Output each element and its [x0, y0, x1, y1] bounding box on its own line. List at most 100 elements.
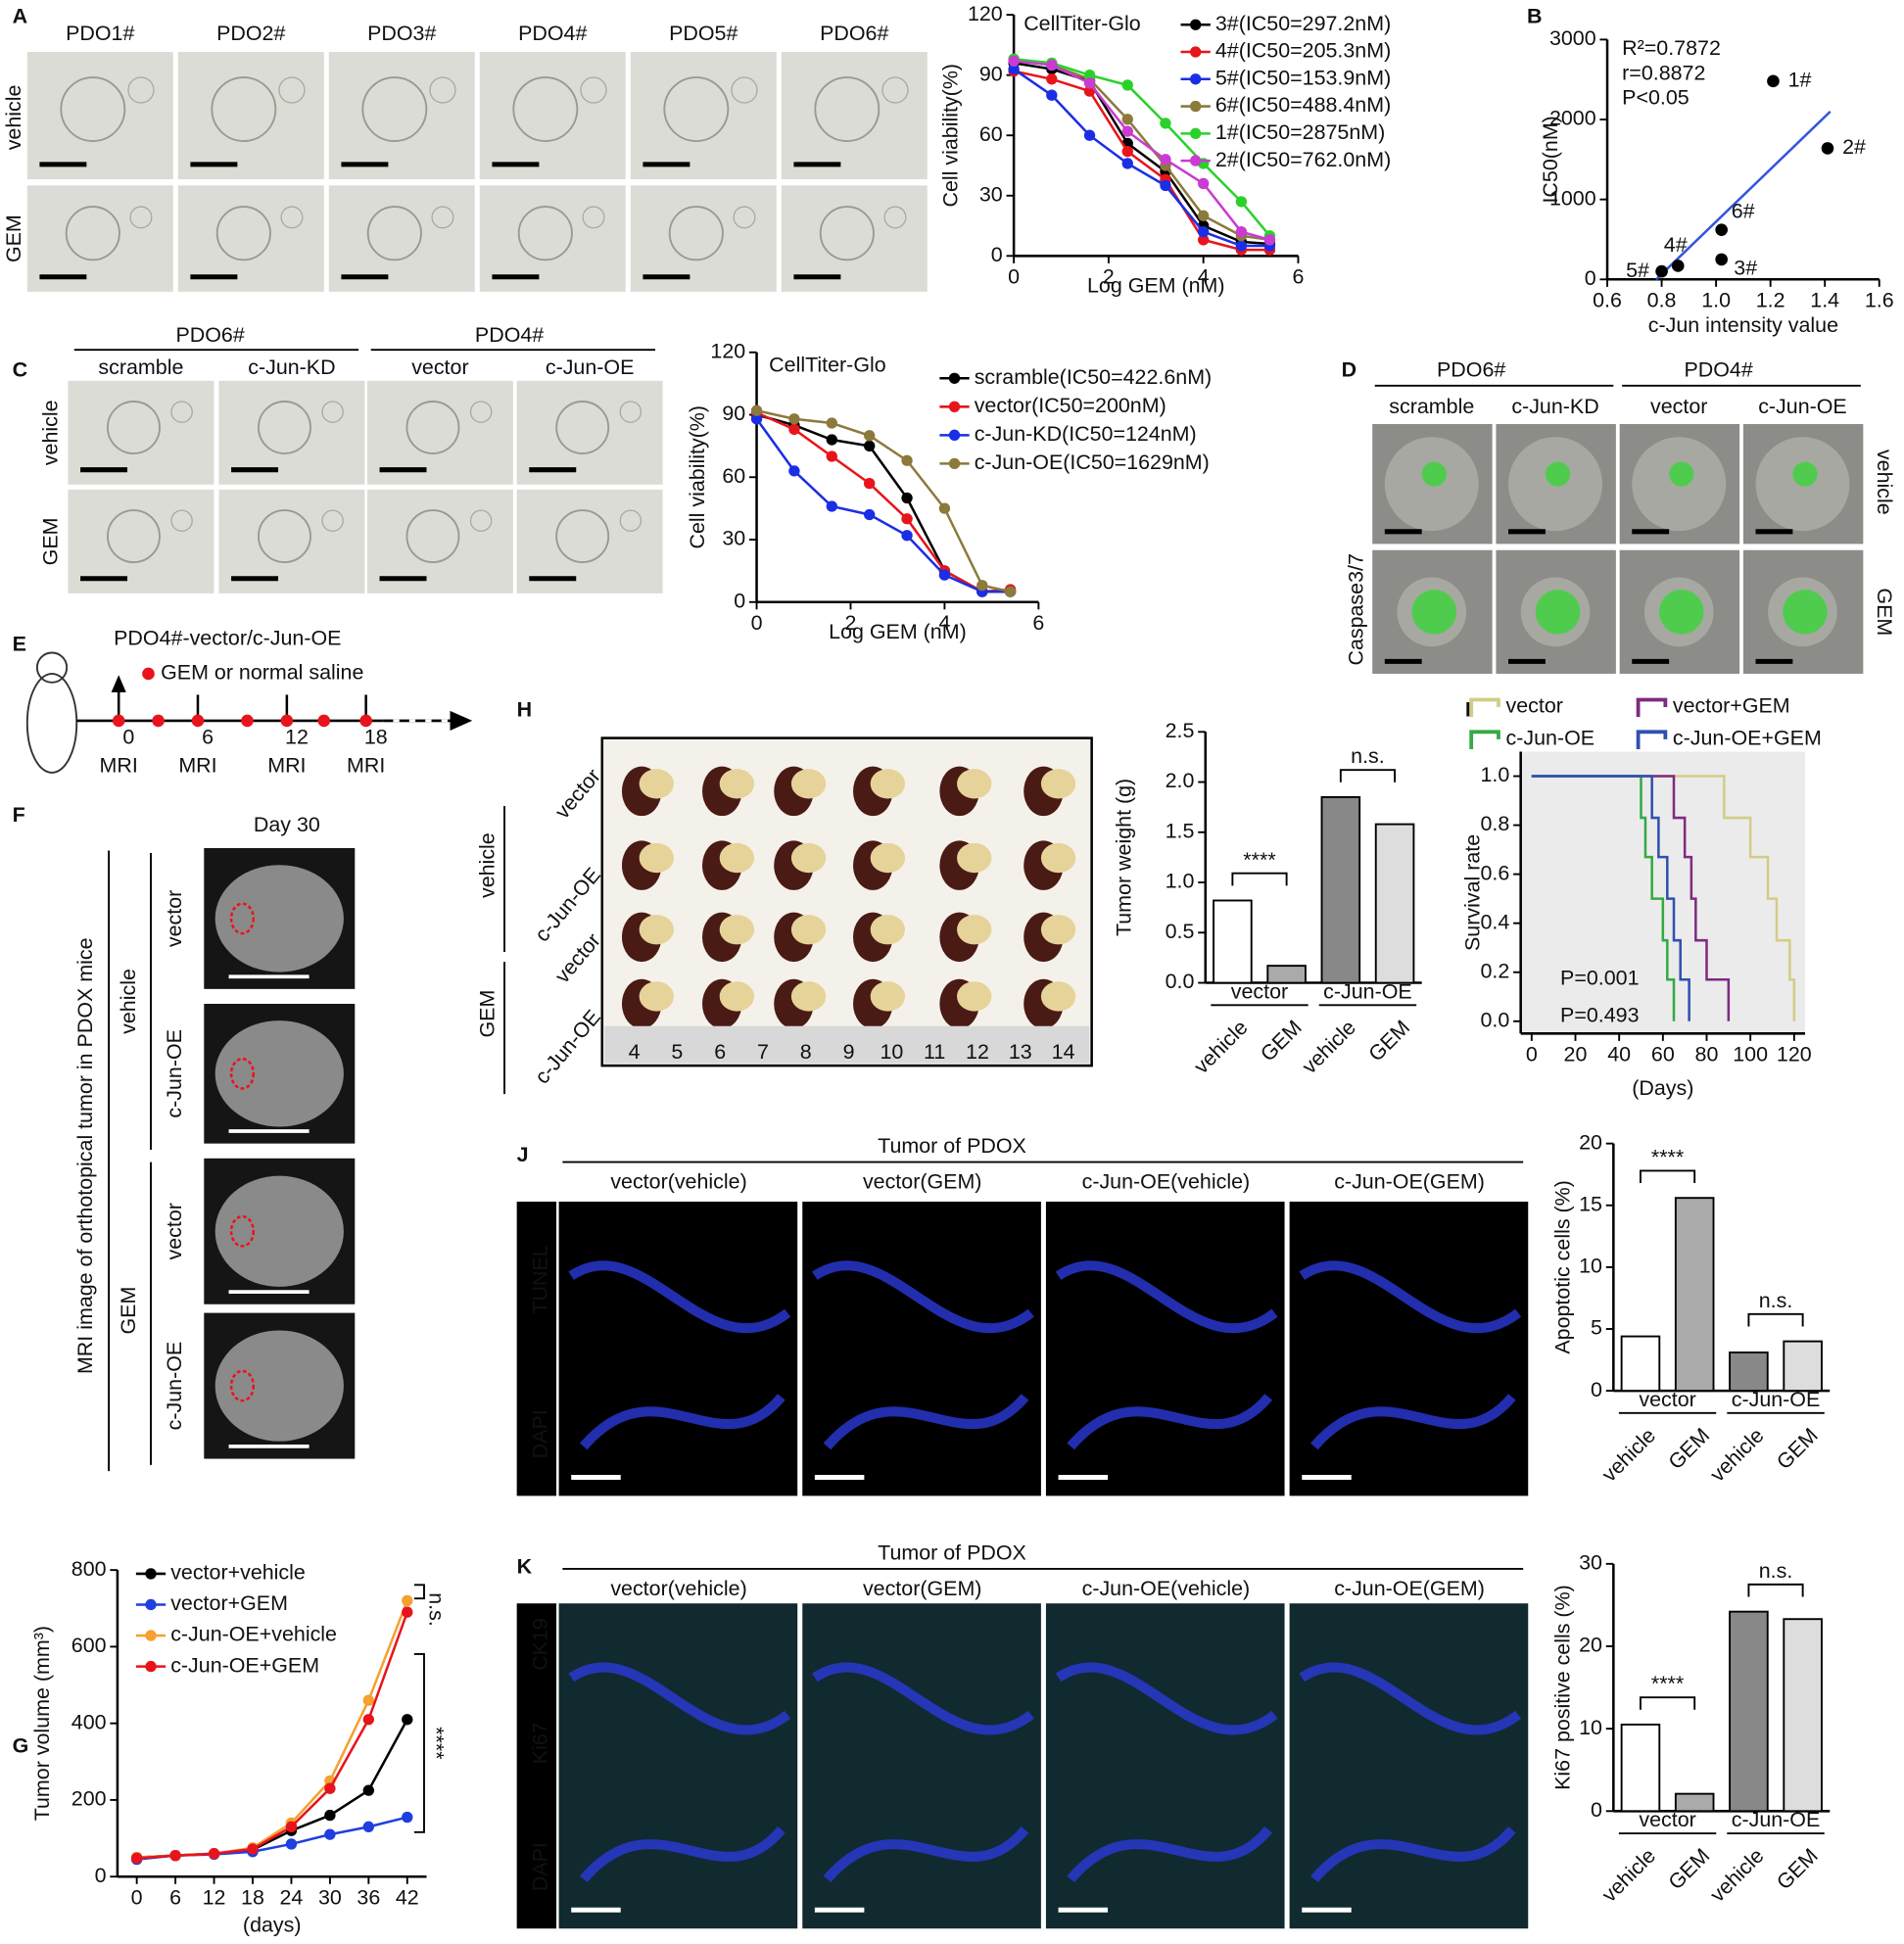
x-axis-label: (Days): [1632, 1076, 1693, 1100]
x-tick-label: vehicle: [1298, 1016, 1360, 1078]
fluorescence-image: [558, 1603, 798, 1929]
data-point: [324, 1828, 336, 1840]
group-label: c-Jun-OE: [1732, 1808, 1821, 1831]
x-tick-label: vehicle: [1705, 1424, 1768, 1487]
organoid: [431, 206, 454, 229]
column-label: c-Jun-OE(vehicle): [1082, 1170, 1251, 1194]
x-axis-label: Log GEM (nM): [829, 620, 967, 643]
bracket: [1231, 872, 1288, 886]
y-tick-label: 3000: [1549, 26, 1596, 50]
legend-symbol: [1469, 730, 1500, 749]
fluorescence-image: [1045, 1201, 1285, 1496]
data-point: [1235, 196, 1248, 208]
y-tick-label: 0.0: [1480, 1008, 1509, 1031]
organoid: [668, 206, 724, 261]
organoid: [321, 401, 344, 423]
tumor: [870, 915, 906, 945]
y-tick-label: 20: [1579, 1130, 1602, 1154]
data-point: [1160, 154, 1171, 166]
organoid: [211, 76, 277, 142]
schema-legend: GEM or normal saline: [161, 661, 363, 685]
bar: [1674, 1792, 1715, 1813]
column-label: PDO6#: [820, 22, 888, 45]
data-point: [826, 500, 837, 512]
row-label: vehicle: [2, 85, 25, 151]
tumor: [1040, 981, 1076, 1012]
image: [177, 185, 324, 292]
data-point: [402, 1594, 413, 1607]
x-tick-label: 6: [1032, 611, 1044, 635]
ruler-label: 8: [800, 1040, 812, 1064]
caspase-signal: [1411, 590, 1457, 635]
tissue: [1299, 1260, 1522, 1450]
series-line: [755, 418, 1011, 593]
legend-label: 4#(IC50=205.3nM): [1215, 39, 1391, 63]
organoid: [555, 401, 610, 454]
legend-marker: [1189, 127, 1202, 140]
y-tick-label: 0: [95, 1864, 107, 1887]
column-label: PDO3#: [367, 22, 436, 45]
day-label: 6: [202, 725, 214, 748]
column-label: c-Jun-OE(vehicle): [1082, 1577, 1251, 1600]
x-tick-label: 12: [203, 1886, 226, 1910]
bar: [1783, 1618, 1823, 1813]
data-point: [208, 1848, 220, 1860]
image: [26, 185, 173, 292]
caspase-signal: [1783, 590, 1828, 635]
group-label: vehicle: [475, 832, 499, 898]
column-label: vector(vehicle): [610, 1170, 746, 1194]
fluorescence-image: [802, 1201, 1041, 1496]
legend-label: c-Jun-OE: [1506, 727, 1595, 750]
bar: [1320, 795, 1361, 984]
y-tick-label: 0.6: [1480, 861, 1509, 884]
column-label: c-Jun-OE: [546, 356, 635, 379]
organoid: [733, 206, 756, 229]
y-tick-label: 0.2: [1480, 959, 1509, 982]
image: [781, 185, 928, 292]
significance: ****: [1651, 1145, 1684, 1168]
organoid: [619, 401, 643, 423]
column-label: vector(GEM): [863, 1170, 982, 1194]
point-label: 4#: [1664, 233, 1688, 257]
annotation: P<0.05: [1622, 86, 1690, 110]
tumor: [639, 981, 674, 1012]
organoid: [170, 509, 193, 532]
x-tick-label: vehicle: [1189, 1016, 1252, 1078]
bracket: [1339, 769, 1397, 782]
tissue: [1055, 1662, 1278, 1883]
y-tick-label: 0: [1591, 1798, 1602, 1822]
y-axis-label: Cell viability(%): [939, 64, 963, 208]
row-label: GEM: [2, 214, 25, 262]
group-label: PDO4#: [475, 323, 544, 347]
dose-dot: [280, 714, 294, 728]
tumor-outline: [229, 1057, 256, 1090]
legend-marker: [1189, 155, 1202, 166]
y-axis-label: Tumor volume (mm³): [30, 1626, 54, 1821]
data-point: [402, 1714, 413, 1726]
dose-dot: [142, 667, 155, 681]
mouse: [25, 673, 78, 774]
legend-label: vector+vehicle: [170, 1561, 306, 1585]
data-point: [826, 417, 837, 429]
legend-symbol: [1636, 730, 1668, 749]
x-tick-label: 42: [396, 1886, 419, 1910]
organoid: [258, 401, 311, 454]
panel-title: Tumor of PDOX: [878, 1541, 1026, 1564]
series-line: [1013, 68, 1270, 248]
series-line: [136, 1611, 408, 1860]
y-tick-label: 0: [734, 589, 745, 612]
scan-label: MRI: [347, 753, 385, 777]
y-tick-label: 30: [722, 527, 745, 550]
fluorescence-image: [802, 1603, 1041, 1929]
day-label: 0: [122, 725, 134, 748]
survival-curve: [1531, 775, 1731, 1021]
tumor: [719, 981, 755, 1012]
stain-label: TUNEL: [529, 1245, 552, 1313]
row-label: vehicle: [39, 400, 63, 465]
data-point: [1160, 118, 1171, 129]
x-axis-label: Log GEM (nM): [1087, 274, 1225, 298]
y-tick-label: 2000: [1549, 107, 1596, 130]
column-label: vector(vehicle): [610, 1577, 746, 1600]
data-point: [863, 508, 876, 521]
y-tick-label: 0.0: [1166, 970, 1195, 993]
